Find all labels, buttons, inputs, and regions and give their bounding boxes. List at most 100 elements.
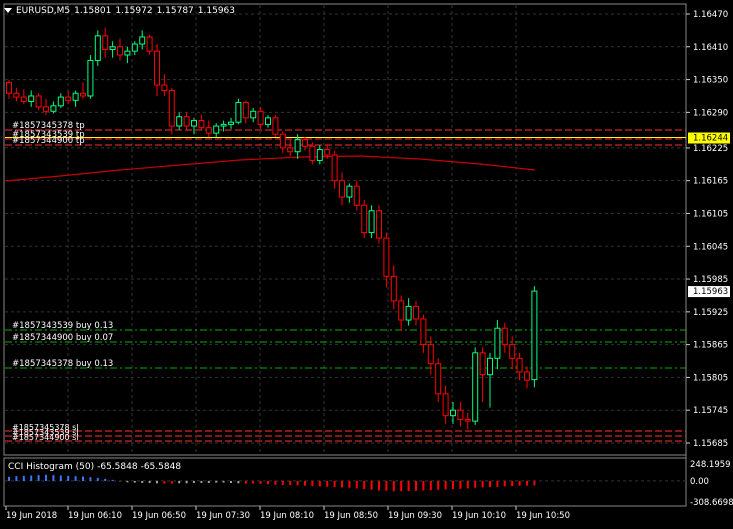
candle-body	[435, 363, 442, 395]
main-chart-frame	[3, 3, 687, 456]
candle-body	[316, 149, 323, 161]
candle	[257, 106, 264, 129]
candle-body	[65, 96, 72, 101]
candle-body	[420, 318, 427, 346]
candle	[72, 90, 79, 107]
candle	[13, 87, 20, 102]
ma-path	[5, 155, 536, 182]
grid	[5, 5, 686, 455]
price-tick-label: 1.15985	[693, 275, 728, 285]
candle	[494, 320, 501, 370]
time-tick-label: 19 Jun 10:50	[516, 511, 570, 521]
candle	[191, 117, 197, 135]
candle	[450, 402, 456, 424]
candle	[154, 44, 160, 96]
candle	[309, 142, 316, 165]
candle	[324, 145, 331, 159]
candle	[346, 183, 353, 203]
price-tick-label: 1.16105	[693, 209, 728, 219]
time-tick-label: 19 Jun 08:10	[260, 511, 314, 521]
candle	[94, 30, 101, 66]
candle	[531, 286, 538, 388]
cci-tick-label: -308.6698	[690, 498, 733, 508]
candle-body	[109, 46, 116, 51]
candle	[487, 352, 493, 408]
candle-body	[376, 210, 382, 239]
candle-body	[139, 36, 146, 45]
candle	[117, 38, 123, 61]
candle	[420, 314, 427, 353]
current-price-value: 1.15963	[693, 287, 728, 297]
chart-menu-triangle-icon[interactable]	[4, 8, 12, 13]
candle	[50, 101, 57, 114]
price-tick-label: 1.16470	[693, 10, 728, 20]
candle-body	[464, 419, 471, 422]
candle-body	[405, 305, 412, 321]
candle-body	[442, 393, 449, 417]
candle-body	[531, 290, 538, 381]
candle-body	[353, 185, 360, 206]
candle-body	[168, 90, 175, 127]
candle-body	[154, 50, 160, 86]
candle	[80, 82, 86, 99]
candle-body	[487, 357, 493, 376]
candle-body	[220, 123, 227, 127]
price-tick-label: 1.16350	[693, 76, 728, 86]
candle-body	[117, 46, 123, 56]
price-tick-label: 1.15805	[693, 373, 728, 383]
buy-order-label: #1857345378 buy 0.13	[12, 359, 113, 369]
indicator-value-2: -65.5848	[140, 462, 182, 472]
candle-body	[50, 105, 57, 112]
candle-body	[102, 35, 109, 51]
time-tick-label: 19 Jun 07:30	[196, 511, 250, 521]
price-tick-label: 1.16165	[693, 177, 728, 187]
candle	[383, 232, 390, 288]
order-lines[interactable]: #1857345378 tp#1857343539 tp#1857344900 …	[5, 121, 686, 442]
candle-body	[213, 125, 220, 134]
candle-body	[176, 116, 183, 127]
current-price-tag	[688, 286, 730, 298]
candle-body	[331, 154, 338, 182]
yellow-level-value: 1.16244	[693, 134, 728, 144]
moving-average-line	[5, 155, 536, 182]
candle	[413, 300, 419, 326]
candle	[472, 347, 479, 425]
candle	[405, 298, 412, 326]
candle	[131, 41, 138, 55]
candle	[183, 112, 190, 130]
cci-histogram: 248.1959 0.00 -308.6698	[5, 460, 733, 508]
symbol-timeframe: EURUSD,M5	[16, 6, 71, 16]
candle-body	[131, 43, 138, 52]
close-price: 1.15963	[197, 6, 235, 16]
candle-body	[302, 139, 308, 147]
candle	[6, 79, 12, 99]
candle	[294, 134, 301, 159]
time-tick-label: 19 Jun 10:10	[452, 511, 506, 521]
price-tick-label: 1.16410	[693, 43, 728, 53]
candle	[442, 385, 449, 424]
candle	[272, 115, 279, 137]
candle	[265, 115, 271, 128]
cci-tick-label: 0.00	[690, 477, 709, 487]
candle	[205, 120, 212, 137]
candle-body	[94, 35, 101, 61]
sl-order-label: #1857345378 sl	[12, 423, 79, 432]
candle	[102, 27, 109, 58]
time-tick-label: 19 Jun 06:10	[68, 511, 122, 521]
buy-order-label: #1857343539 buy 0.13	[12, 321, 113, 331]
high-price: 1.15972	[115, 6, 153, 16]
candle	[198, 115, 205, 130]
tp-order-label: #1857344900 tp	[12, 136, 85, 146]
candle	[139, 30, 146, 50]
candle	[287, 138, 294, 157]
candle	[435, 358, 442, 403]
candle-body	[205, 127, 212, 134]
indicator-name: CCI Histogram (50)	[8, 462, 95, 472]
candle	[43, 98, 49, 116]
candle	[20, 89, 27, 105]
candle	[331, 150, 338, 189]
candle	[220, 120, 227, 132]
candle	[87, 54, 94, 99]
